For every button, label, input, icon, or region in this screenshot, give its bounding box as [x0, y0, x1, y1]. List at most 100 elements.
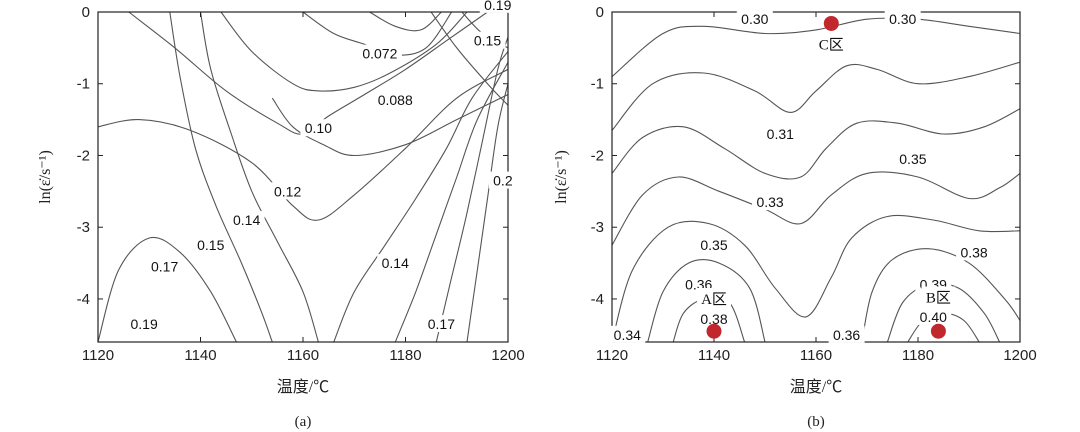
y-tick-label-a-1: -1	[77, 76, 90, 93]
contour-label-bg-b-11	[609, 325, 646, 343]
contour-label-b-0: 0.30	[736, 10, 773, 28]
contour-label-bg-a-5	[269, 182, 306, 200]
contour-label-bg-a-10	[377, 254, 414, 272]
contour-label-text-a-10: 0.14	[382, 255, 409, 271]
contour-label-text-b-12: 0.36	[833, 327, 860, 343]
x-axis-title-b: 温度/℃	[790, 378, 842, 396]
panel-label-b: (b)	[807, 414, 825, 430]
region-marker-b-1	[930, 323, 946, 339]
contour-label-bg-a-12	[423, 315, 460, 333]
contour-line-a-8	[169, 12, 273, 342]
contour-label-bg-a-11	[126, 315, 163, 333]
contour-label-bg-a-0	[479, 0, 516, 13]
contour-label-text-b-10: 0.38	[700, 311, 727, 327]
contour-line-b-7	[861, 248, 1020, 342]
panel-b: 1120 1140 1160 1180 1200 0 -1 -2 -3 -4 0.30 0.30 0.…	[553, 4, 1037, 430]
y-tick-label-b-0: 0	[596, 4, 604, 21]
region-label-bg-b-2	[814, 33, 849, 52]
contour-line-a-10	[394, 61, 508, 342]
region-label-bg-b-1	[921, 286, 956, 305]
y-axis-title-a: ln(ε̇/s⁻¹)	[37, 150, 54, 204]
contour-label-text-a-11: 0.19	[131, 316, 158, 332]
contour-label-a-8: 0.15	[192, 236, 229, 254]
contour-line-a-9	[333, 51, 508, 342]
ticks-a: 1120 1140 1160 1180 1200 0 -1 -2 -3 -4	[77, 4, 525, 364]
contour-line-a-5	[271, 94, 508, 157]
contour-label-bg-b-12	[828, 325, 865, 343]
contour-label-text-b-3: 0.35	[899, 151, 926, 167]
contour-label-b-10: 0.38	[696, 310, 732, 328]
x-tick-label-a-2: 1160	[287, 347, 319, 364]
contour-label-bg-a-4	[300, 119, 337, 137]
contour-line-a-13	[430, 12, 508, 106]
region-label-b-1: B区	[926, 291, 951, 307]
contour-line-b-3	[612, 171, 1020, 246]
x-tick-label-a-4: 1200	[491, 347, 524, 364]
y-tick-label-b-2: -2	[591, 147, 604, 164]
contour-label-text-a-3: 0.088	[378, 92, 413, 108]
x-tick-label-a-1: 1140	[184, 347, 216, 364]
contour-label-bg-a-7	[228, 211, 265, 229]
contour-label-text-b-2: 0.31	[767, 126, 794, 142]
contour-label-text-a-7: 0.14	[233, 212, 260, 228]
contour-label-bg-a-6	[488, 171, 517, 189]
x-tick-label-b-4: 1200	[1003, 347, 1036, 364]
contour-label-text-a-4: 0.10	[305, 120, 332, 136]
contour-line-b-2	[612, 108, 1020, 180]
contour-label-bg-a-8	[192, 236, 229, 254]
contour-lines-b	[612, 17, 1020, 342]
contour-label-text-a-2: 0.15	[474, 33, 501, 49]
x-tick-label-a-0: 1120	[82, 347, 114, 364]
contour-label-a-2: 0.15	[469, 31, 506, 49]
region-label-b-2: C区	[819, 37, 844, 53]
contour-label-a-12: 0.17	[423, 315, 460, 333]
contour-label-a-10: 0.14	[377, 254, 414, 272]
contour-line-a-0	[98, 68, 508, 221]
contour-label-bg-a-2	[469, 31, 506, 49]
contour-line-b-1	[612, 61, 1020, 131]
y-axis-title-b: ln(ε̇/s⁻¹)	[553, 150, 570, 204]
contour-line-b-0	[612, 17, 1020, 78]
y-tick-label-a-2: -2	[77, 147, 90, 164]
y-tick-label-a-4: -4	[77, 291, 90, 308]
contour-label-bg-b-3	[894, 150, 931, 168]
contour-label-bg-a-3	[373, 91, 418, 109]
x-tick-label-b-3: 1180	[902, 347, 934, 364]
contour-label-b-6: 0.38	[956, 243, 993, 261]
contour-label-text-a-1: 0.072	[362, 46, 397, 62]
ticks-b: 1120 1140 1160 1180 1200 0 -1 -2 -3 -4	[591, 4, 1037, 364]
region-marker-b-0	[706, 323, 722, 339]
contour-label-text-b-5: 0.35	[700, 237, 727, 253]
contour-label-text-b-1: 0.30	[889, 11, 916, 27]
contour-label-bg-b-9	[915, 307, 952, 325]
region-marker-b-2	[823, 15, 839, 31]
x-tick-label-b-1: 1140	[698, 347, 730, 364]
contour-label-text-b-4: 0.33	[756, 194, 783, 210]
contour-label-text-a-0: 0.19	[484, 0, 511, 13]
contour-lines-a	[98, 12, 508, 342]
contour-label-b-12: 0.36	[828, 325, 865, 343]
region-label-b-0: A区	[701, 292, 727, 308]
contour-label-b-9: 0.40	[915, 307, 952, 325]
contour-label-a-1: 0.072	[357, 44, 402, 62]
contour-label-text-a-9: 0.17	[151, 259, 178, 275]
contour-label-bg-b-1	[884, 10, 921, 28]
contour-labels-a: 0.19 0.072 0.15 0.088 0.10 0.12 0.2 0.14 0.15 0.1…	[126, 0, 517, 333]
contour-label-b-5: 0.35	[696, 236, 732, 254]
x-tick-label-b-2: 1160	[800, 347, 832, 364]
y-tick-label-b-3: -3	[591, 219, 604, 236]
x-tick-label-b-0: 1120	[596, 347, 628, 364]
x-tick-label-a-3: 1180	[389, 347, 421, 364]
regions-b: A区 B区 C区	[697, 15, 956, 339]
contour-label-a-6: 0.2	[488, 171, 517, 189]
contour-label-text-a-6: 0.2	[493, 173, 513, 189]
contour-line-a-4	[369, 12, 442, 32]
contour-label-text-a-12: 0.17	[428, 316, 455, 332]
contour-label-bg-b-5	[696, 236, 732, 254]
contour-label-a-0: 0.19	[479, 0, 516, 13]
contour-label-bg-b-4	[752, 193, 789, 211]
contour-label-b-2: 0.31	[762, 124, 799, 142]
contour-line-a-11	[435, 36, 508, 342]
